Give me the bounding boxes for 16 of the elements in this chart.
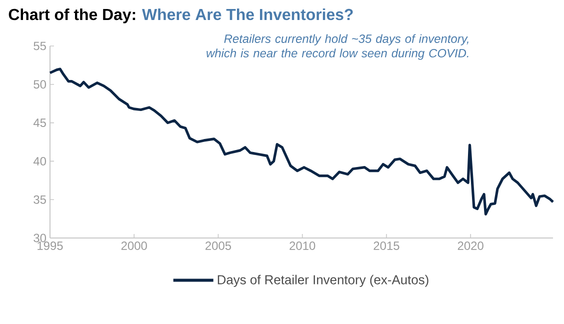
y-tick-label: 35 — [34, 195, 46, 204]
x-tick-label: 2015 — [374, 242, 400, 250]
chart-title: Chart of the Day: — [8, 8, 136, 24]
y-tick-label: 45 — [33, 118, 46, 127]
x-tick-label: 2000 — [121, 242, 147, 250]
x-tick-label: 2020 — [458, 242, 484, 250]
y-tick-label: 40 — [33, 156, 46, 166]
chart-subtitle: Where Are The Inventories? — [142, 8, 353, 20]
x-tick-label: 2005 — [206, 242, 232, 250]
annotation: Retailers currently hold ~35 days of inventory, which is near the record low seen during COVID. — [206, 34, 468, 60]
y-tick-label: 50 — [34, 80, 46, 89]
y-tick-label: 55 — [34, 42, 46, 50]
legend-label: Days of Retailer Inventory (ex-Autos) — [218, 274, 428, 287]
x-tick-label: 2010 — [290, 242, 316, 250]
y-tick-label: 30 — [34, 234, 46, 242]
x-tick-label: 1995 — [38, 242, 63, 250]
